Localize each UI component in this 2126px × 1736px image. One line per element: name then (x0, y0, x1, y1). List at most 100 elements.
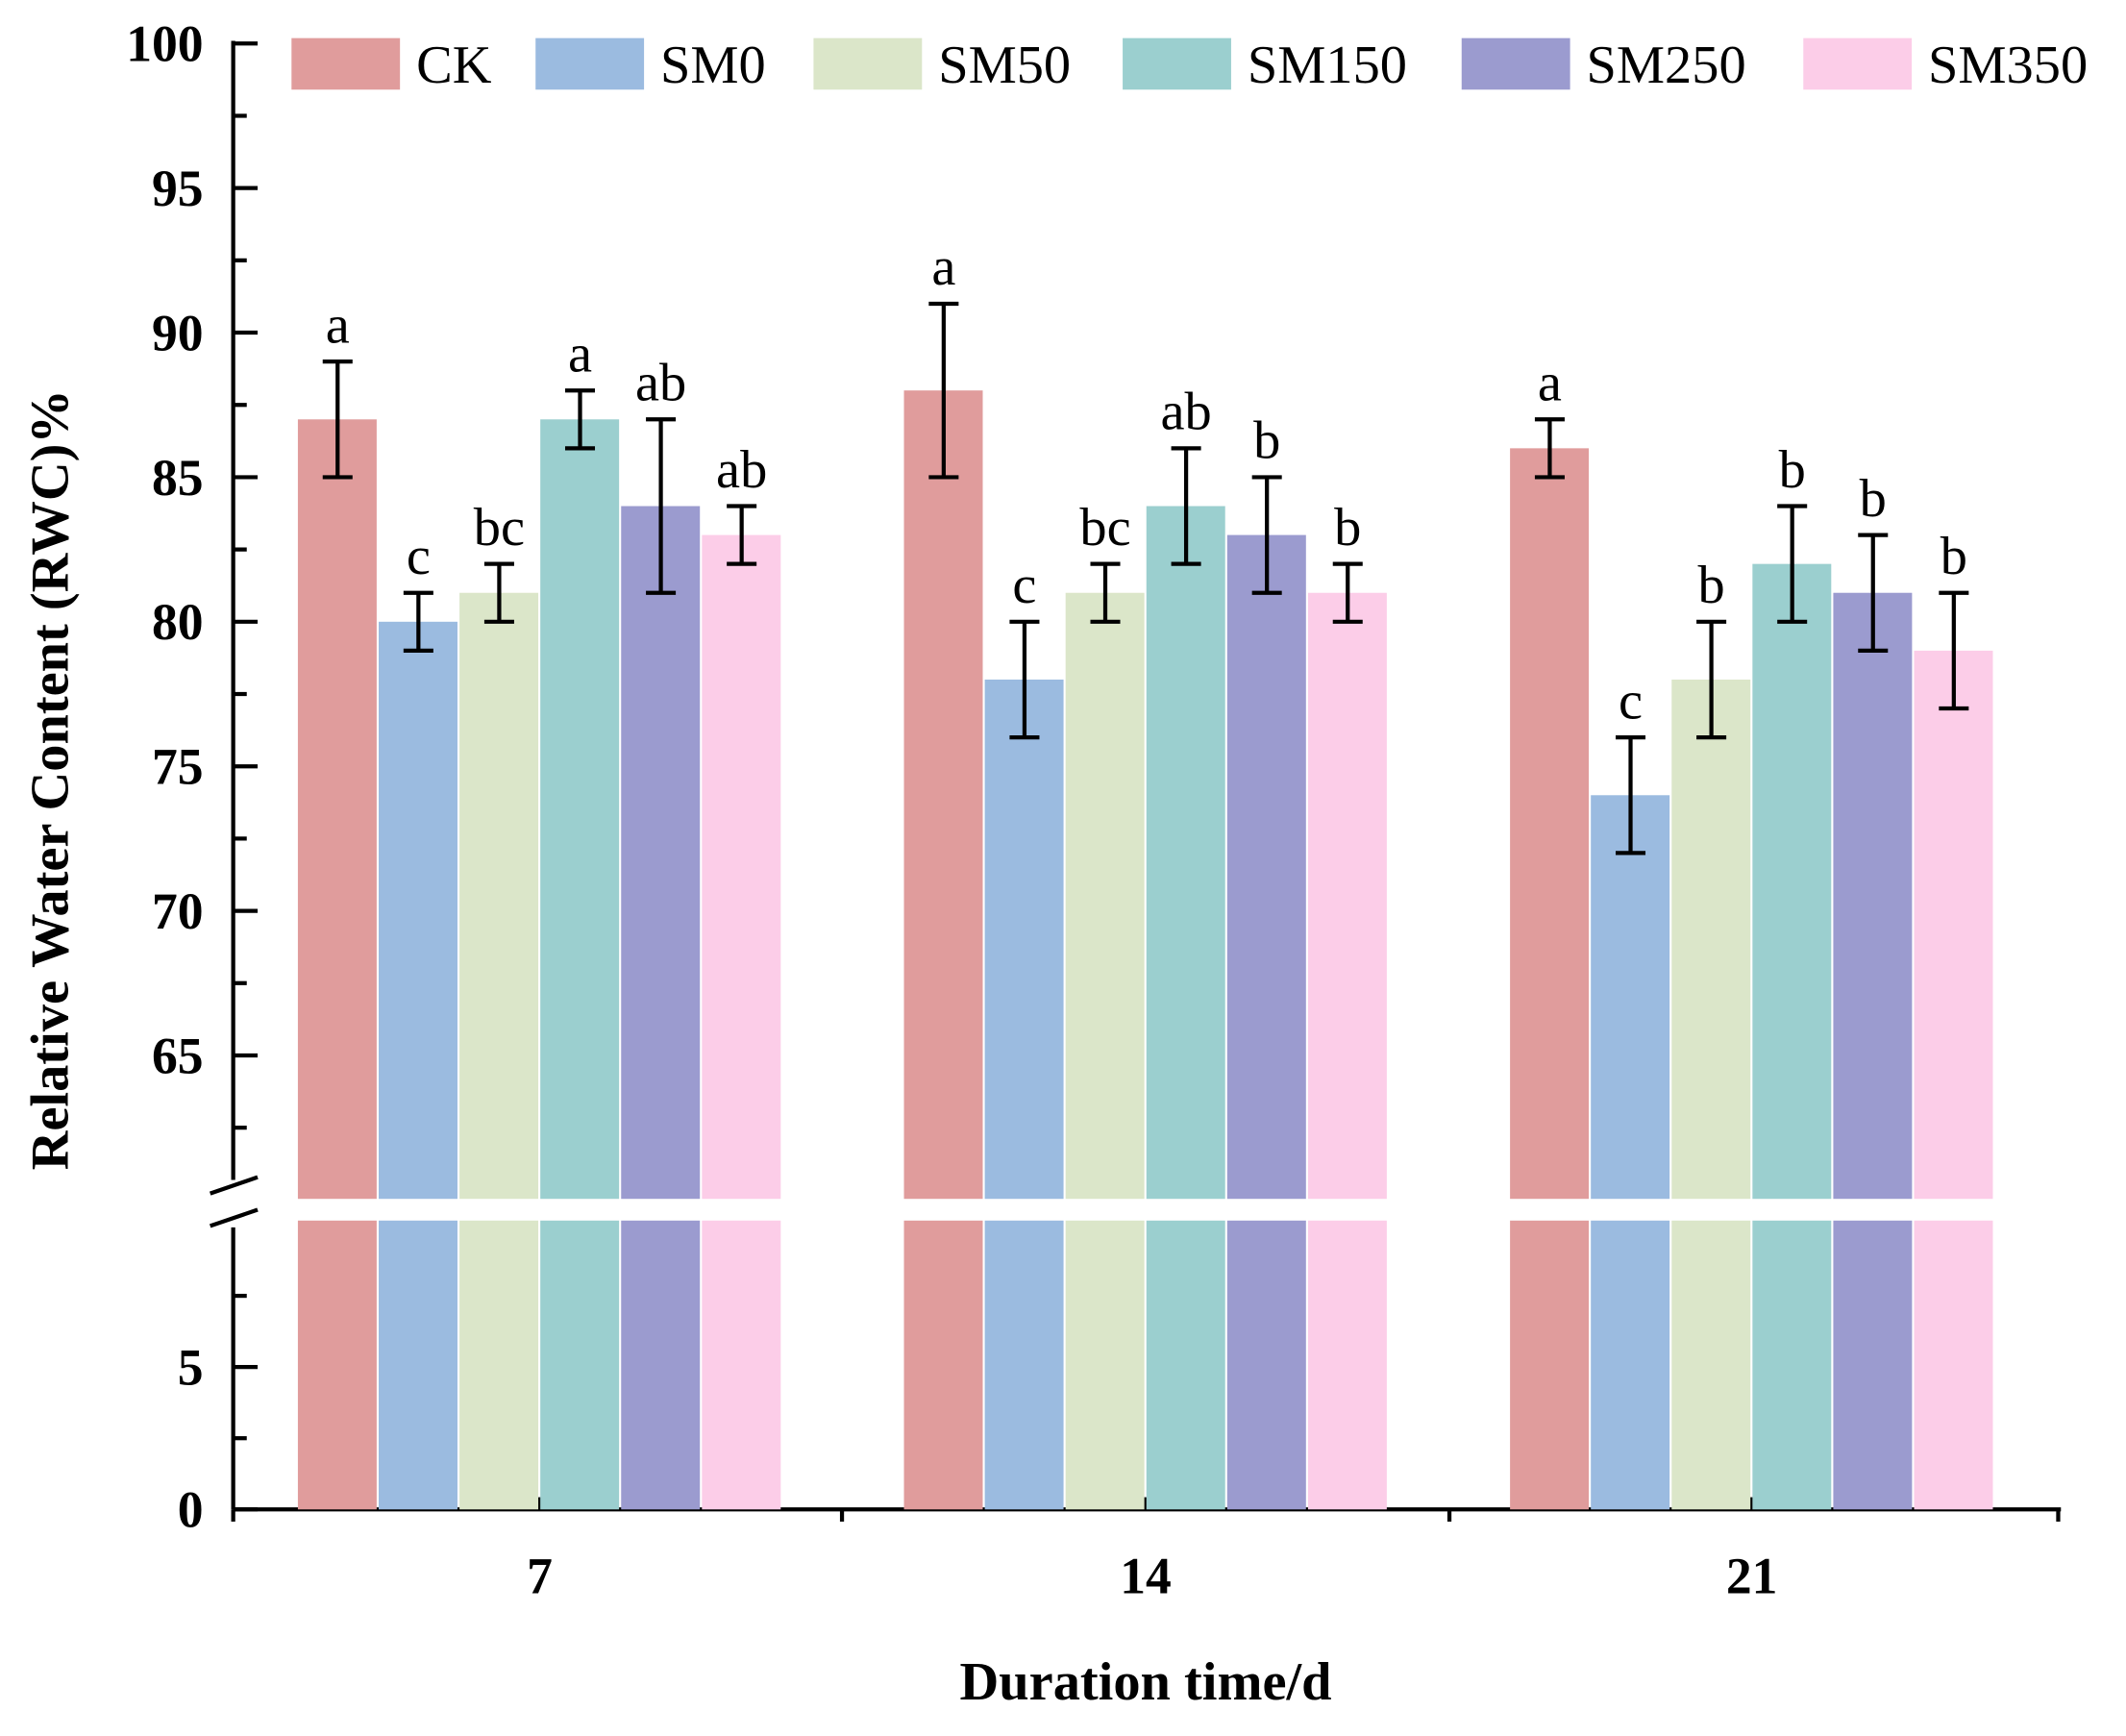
significance-letter: ab (716, 440, 767, 500)
y-tick-label: 90 (152, 304, 204, 361)
y-tick-label: 5 (178, 1338, 204, 1396)
bar-upper-CK-21 (1510, 448, 1590, 1200)
bar-upper-SM250-7 (621, 506, 701, 1200)
legend-swatch-SM250 (1461, 37, 1570, 90)
significance-letter: ab (635, 354, 686, 413)
significance-letter: c (1619, 671, 1643, 731)
bar-upper-SM250-21 (1833, 592, 1913, 1200)
bar-lower-SM50-7 (459, 1220, 539, 1510)
bar-lower-SM150-14 (1146, 1220, 1225, 1510)
significance-letter: ab (1160, 383, 1211, 442)
legend-label-SM0: SM0 (660, 36, 766, 95)
bar-upper-SM50-14 (1065, 592, 1145, 1200)
legend-swatch-CK (291, 37, 401, 90)
axis-break-mark (209, 1207, 259, 1228)
bar-upper-SM150-14 (1146, 506, 1225, 1200)
bar-upper-SM250-14 (1226, 534, 1306, 1200)
y-tick-label: 0 (178, 1481, 204, 1539)
y-tick-label: 75 (152, 738, 204, 796)
bar-upper-SM0-21 (1591, 795, 1670, 1200)
error-bar-SM150-21 (1777, 504, 1808, 624)
y-tick-label: 85 (152, 449, 204, 507)
legend-label-SM350: SM350 (1928, 36, 2088, 95)
y-tick-label: 95 (152, 160, 204, 217)
significance-letter: b (1941, 527, 1967, 586)
y-tick-label: 70 (152, 882, 204, 940)
significance-letter: c (1012, 556, 1036, 615)
bar-lower-SM250-21 (1833, 1220, 1913, 1510)
error-bar-SM350-14 (1332, 561, 1363, 624)
y-axis-title: Relative Water Content (RWC)% (21, 389, 81, 1170)
x-tick-label: 7 (527, 1548, 553, 1605)
y-tick-label: 100 (126, 15, 203, 73)
bar-lower-SM0-7 (379, 1220, 457, 1510)
significance-letter: a (568, 324, 592, 384)
legend-swatch-SM350 (1803, 37, 1913, 90)
x-tick-label: 14 (1120, 1548, 1172, 1605)
error-bar-CK-7 (322, 360, 353, 480)
x-tick-label: 21 (1726, 1548, 1778, 1605)
bar-upper-SM150-21 (1752, 563, 1832, 1200)
bar-upper-CK-14 (903, 390, 983, 1200)
error-bar-SM0-7 (403, 590, 433, 654)
bar-lower-SM350-21 (1914, 1220, 1993, 1510)
legend-swatch-SM50 (813, 37, 923, 90)
bar-upper-SM350-21 (1914, 650, 1993, 1200)
error-bar-SM50-21 (1696, 619, 1727, 740)
legend: CK SM0 SM50 SM150 SM250 SM350 (291, 36, 2088, 95)
axis-break-mark (209, 1175, 259, 1196)
significance-letter: b (1860, 469, 1887, 529)
error-bar-CK-21 (1534, 417, 1565, 480)
bar-lower-SM50-14 (1065, 1220, 1145, 1510)
significance-letter: bc (474, 498, 525, 558)
legend-label-SM250: SM250 (1587, 36, 1746, 95)
bar-lower-SM350-7 (702, 1220, 781, 1510)
bar-upper-SM350-7 (702, 534, 781, 1200)
legend-swatch-SM0 (535, 37, 645, 90)
error-bar-SM250-21 (1858, 533, 1889, 654)
error-bar-SM150-14 (1171, 446, 1201, 566)
significance-letter: b (1334, 498, 1361, 558)
bar-upper-CK-7 (297, 419, 377, 1200)
bar-upper-SM0-14 (984, 679, 1064, 1200)
significance-letter: b (1698, 556, 1725, 615)
legend-swatch-SM150 (1123, 37, 1231, 90)
significance-letter: b (1779, 440, 1806, 500)
bar-upper-SM150-7 (540, 419, 620, 1200)
error-bar-SM350-7 (727, 504, 757, 566)
bar-lower-SM150-21 (1752, 1220, 1832, 1510)
error-bar-SM0-14 (1009, 619, 1040, 740)
error-bar-CK-14 (928, 301, 959, 480)
y-tick-label: 65 (152, 1027, 204, 1084)
error-bar-SM150-7 (564, 388, 596, 451)
bar-lower-CK-14 (903, 1220, 983, 1510)
legend-label-SM150: SM150 (1248, 36, 1407, 95)
significance-letter: a (326, 295, 350, 355)
bar-upper-SM350-14 (1307, 592, 1387, 1200)
bar-lower-SM50-21 (1671, 1220, 1751, 1510)
significance-letter: a (931, 237, 955, 297)
bar-upper-SM50-21 (1671, 679, 1751, 1200)
bar-lower-CK-21 (1510, 1220, 1590, 1510)
bar-upper-SM0-7 (379, 621, 457, 1200)
error-bar-SM350-21 (1939, 590, 1969, 711)
x-axis-title: Duration time/d (960, 1652, 1332, 1712)
error-bar-SM50-14 (1090, 561, 1121, 624)
bar-lower-SM250-7 (621, 1220, 701, 1510)
significance-letter: b (1253, 411, 1280, 471)
bar-upper-SM50-7 (459, 592, 539, 1200)
legend-label-CK: CK (416, 36, 492, 95)
significance-letter: bc (1079, 498, 1130, 558)
y-tick-label: 80 (152, 593, 204, 651)
significance-letter: c (407, 527, 431, 586)
error-bar-SM250-7 (646, 417, 677, 595)
bar-lower-SM150-7 (540, 1220, 620, 1510)
bar-lower-SM350-14 (1307, 1220, 1387, 1510)
bar-lower-SM250-14 (1226, 1220, 1306, 1510)
bar-lower-CK-7 (297, 1220, 377, 1510)
error-bar-SM50-7 (483, 561, 514, 624)
bar-lower-SM0-21 (1591, 1220, 1670, 1510)
error-bar-SM250-14 (1251, 475, 1282, 595)
bar-lower-SM0-14 (984, 1220, 1064, 1510)
